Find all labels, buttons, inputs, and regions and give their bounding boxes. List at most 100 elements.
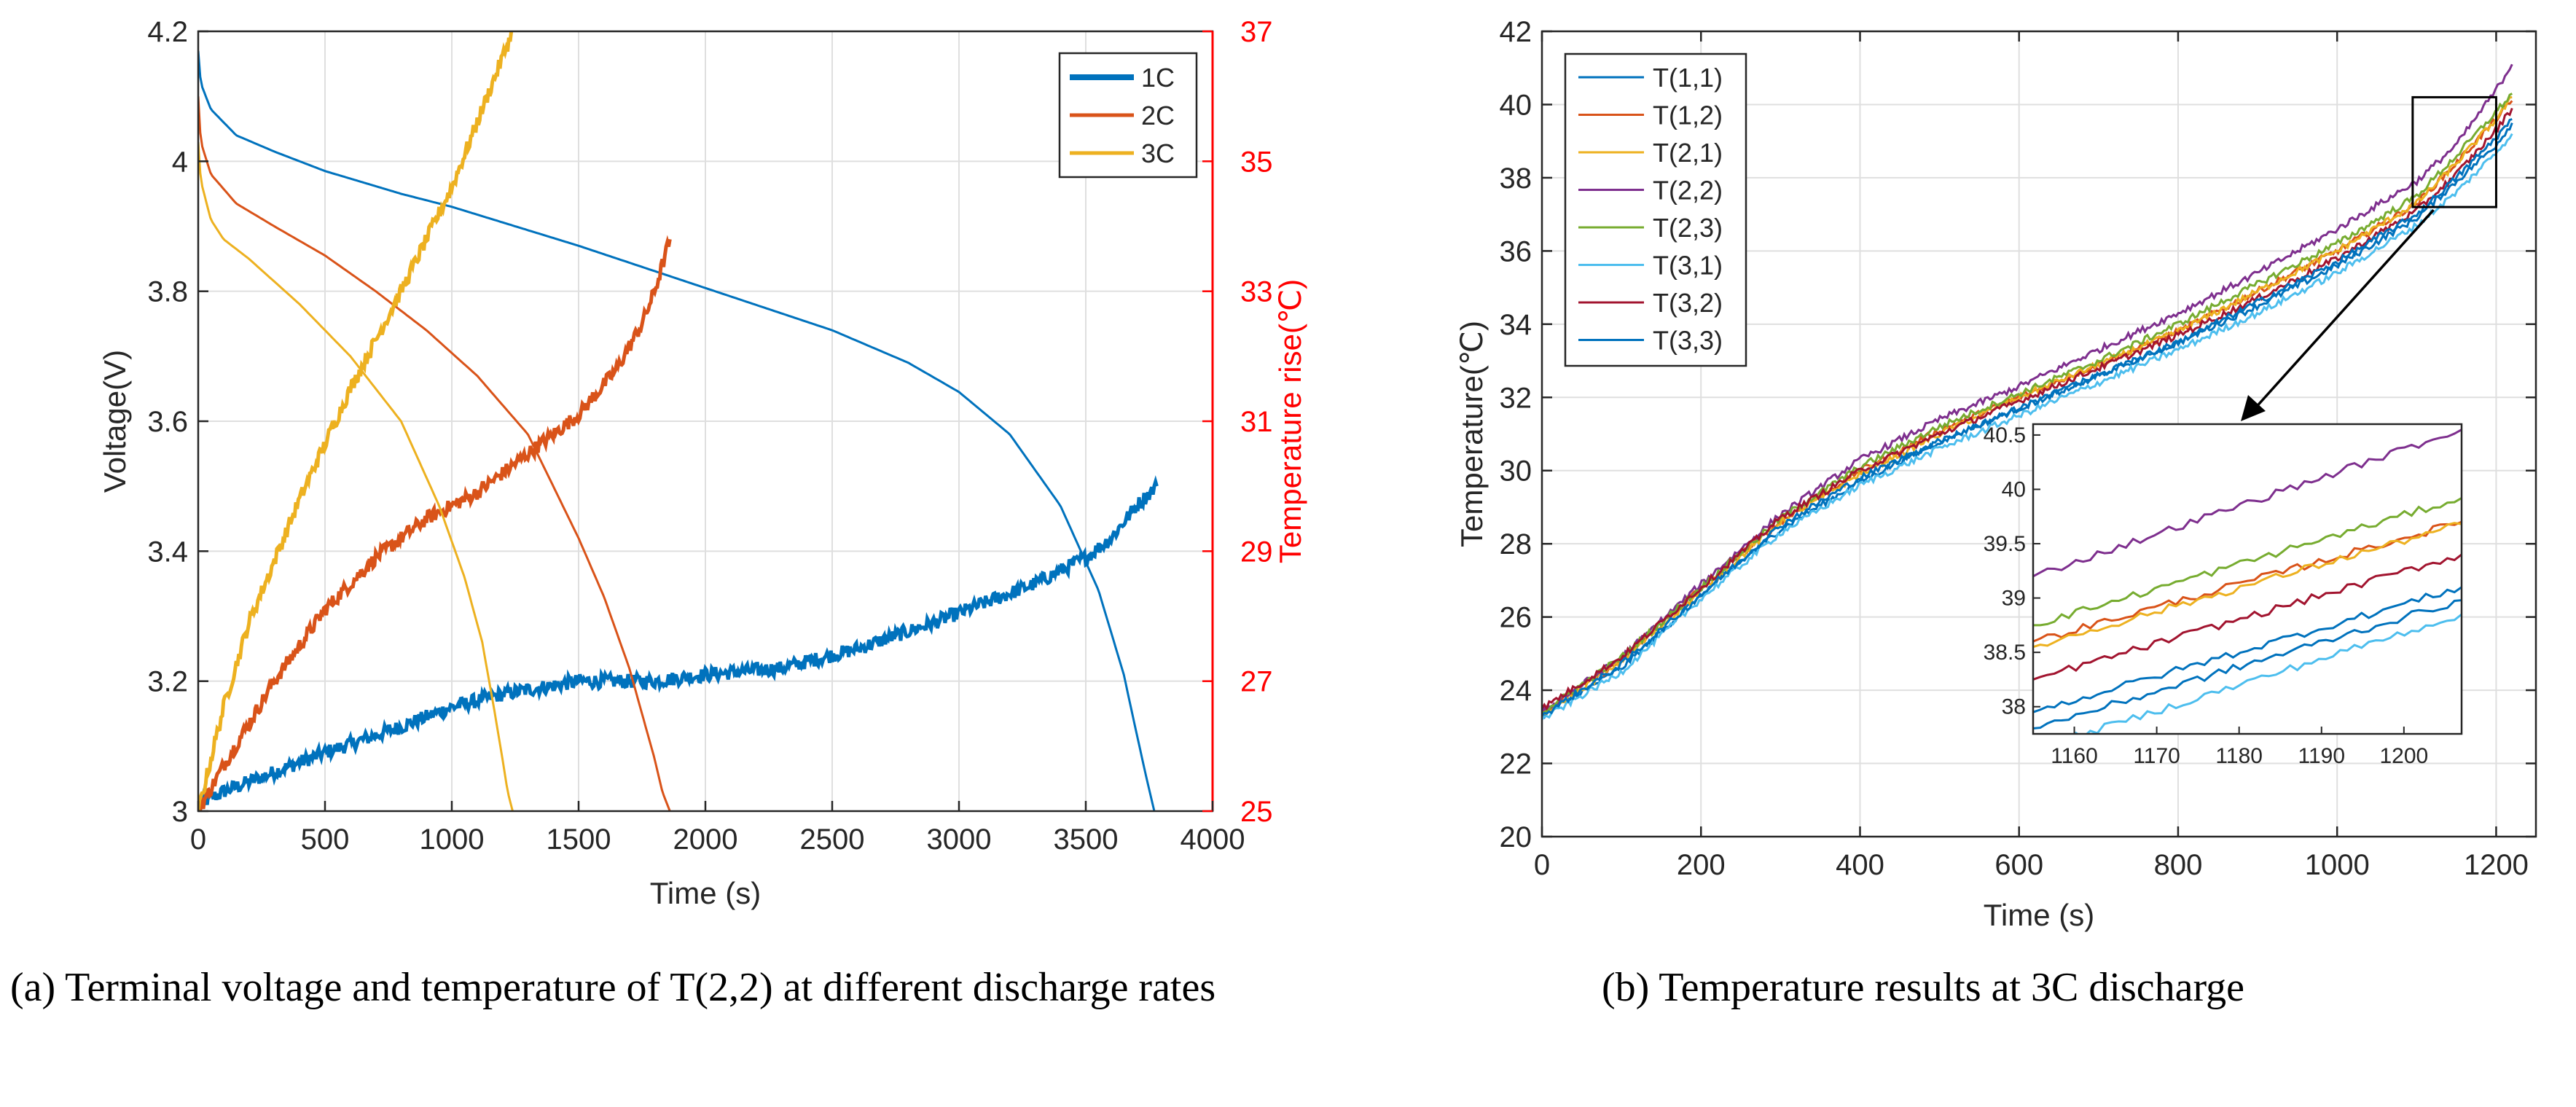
temperature-line-T23: [1542, 93, 2513, 714]
temperature-line-3C: [198, 31, 514, 811]
inset-line-T12: [2033, 520, 2462, 643]
legend-label: T(1,1): [1653, 63, 1723, 93]
series-group-b: [1542, 63, 2513, 721]
tick-label-y2: 27: [1240, 666, 1273, 698]
inset-tick-label-y: 39: [2002, 587, 2026, 611]
inset-line-T22: [2033, 429, 2462, 578]
legend-label: T(3,1): [1653, 251, 1723, 281]
tick-label-y: 22: [1500, 748, 1532, 781]
tick-label-y: 3.2: [147, 666, 188, 698]
legend-label: T(2,3): [1653, 213, 1723, 243]
tick-label-x: 1500: [547, 824, 611, 856]
tick-label-y: 42: [1500, 16, 1532, 48]
tick-label-y: 40: [1500, 89, 1532, 121]
tick-label-x: 800: [2154, 849, 2203, 881]
tick-label-y2: 29: [1240, 536, 1273, 568]
tick-label-x: 400: [1836, 849, 1884, 881]
tick-label-x: 200: [1677, 849, 1726, 881]
tick-label-x: 2500: [800, 824, 865, 856]
y-axis-label-a: Voltage(V): [98, 350, 132, 493]
zoom-box: [2411, 95, 2497, 208]
inset-line-T11: [2033, 586, 2462, 713]
tick-label-y2: 37: [1240, 16, 1273, 48]
temperature-line-1C: [198, 475, 1159, 811]
tick-label-y: 26: [1500, 602, 1532, 634]
inset-line-T23: [2033, 497, 2462, 627]
inset-line-T31: [2073, 613, 2462, 734]
tick-label-x: 0: [1534, 849, 1550, 881]
inset-tick-label-x: 1180: [2215, 744, 2263, 768]
tick-label-y: 32: [1500, 382, 1532, 414]
legend-label-3C: 3C: [1141, 138, 1175, 168]
tick-label-x: 2000: [673, 824, 738, 856]
legend-label-2C: 2C: [1141, 101, 1175, 130]
tick-label-x: 4000: [1181, 824, 1245, 856]
inset-line-T33: [2033, 599, 2462, 729]
tick-label-x: 500: [301, 824, 350, 856]
legend-b: [1564, 52, 1747, 367]
tick-label-x: 3000: [927, 824, 992, 856]
inset-axes-box: [2032, 423, 2463, 735]
caption-a: (a) Terminal voltage and temperature of …: [10, 965, 1216, 1010]
y-axis-label-b: Temperature(℃): [1455, 321, 1489, 547]
inset-tick-label-x: 1160: [2051, 744, 2098, 768]
inset-tick-label-y: 38.5: [1984, 641, 2026, 665]
tick-label-y: 30: [1500, 455, 1532, 488]
chart-panel-a: 0 500 1000 1500 2000 2500 3000 3500 4000 3 3.2 3.4 3…: [98, 16, 1307, 910]
tick-label-y: 3.4: [147, 536, 188, 568]
zoom-arrow-line: [2252, 208, 2435, 411]
tick-label-x: 3500: [1054, 824, 1119, 856]
tick-label-x: 600: [1994, 849, 2043, 881]
tick-label-y: 4.2: [147, 16, 188, 48]
inset-tick-label-y: 39.5: [1984, 532, 2026, 556]
tick-label-y: 28: [1500, 528, 1532, 560]
chart-panel-b: 0 200 400 600 800 1000 1200 20 22 24 26 28 30 32 34 36 3…: [1455, 16, 2537, 932]
tick-label-y2: 25: [1240, 796, 1273, 828]
inset-tick-label-x: 1170: [2133, 744, 2180, 768]
legend-label: T(3,2): [1653, 288, 1723, 318]
inset-series-group: [2033, 429, 2462, 734]
voltage-line-3C: [198, 141, 514, 811]
voltage-line-1C: [198, 50, 1156, 811]
inset-plot-area: [2033, 424, 2462, 734]
x-axis-label-b: Time (s): [1984, 898, 2094, 932]
inset-tick-label-y: 40: [2002, 477, 2026, 501]
tick-label-y: 20: [1500, 821, 1532, 853]
inset-tick-label-y: 38: [2002, 695, 2026, 719]
legend-label-1C: 1C: [1141, 63, 1175, 93]
tick-label-y: 36: [1500, 235, 1532, 267]
tick-label-y: 4: [172, 146, 188, 178]
legend-label: T(3,3): [1653, 326, 1723, 356]
tick-label-x: 1000: [2305, 849, 2370, 881]
tick-label-y2: 31: [1240, 406, 1273, 438]
tick-label-y2: 35: [1240, 146, 1273, 178]
tick-label-y: 3.8: [147, 276, 188, 308]
tick-label-y: 34: [1500, 309, 1532, 341]
inset-line-T21: [2033, 522, 2462, 649]
inset-line-T32: [2033, 553, 2462, 681]
voltage-line-2C: [198, 96, 671, 811]
temperature-line-T33: [1542, 118, 2513, 717]
legend-label: T(1,2): [1653, 101, 1723, 130]
tick-label-y2: 33: [1240, 276, 1273, 308]
x-axis-label-a: Time (s): [650, 876, 761, 910]
inset-tick-label-x: 1200: [2379, 744, 2428, 768]
caption-b: (b) Temperature results at 3C discharge: [1602, 965, 2244, 1010]
tick-label-x: 0: [190, 824, 206, 856]
tick-label-x: 1200: [2464, 849, 2529, 881]
tick-label-y: 38: [1500, 163, 1532, 195]
temperature-line-T31: [1542, 133, 2513, 721]
legend-label: T(2,2): [1653, 176, 1723, 206]
zoom-arrow-head: [2241, 395, 2266, 421]
series-group-a: [198, 31, 1159, 811]
y2-axis-label-a: Temperature rise(℃): [1273, 279, 1307, 563]
inset-tick-label-x: 1190: [2298, 744, 2346, 768]
inset-tick-label-y: 40.5: [1984, 423, 2026, 447]
tick-label-y: 3.6: [147, 406, 188, 438]
legend-label: T(2,1): [1653, 138, 1723, 168]
temperature-line-2C: [198, 235, 672, 811]
axes-box-b: [1540, 30, 2537, 838]
tick-label-y: 24: [1500, 675, 1532, 707]
tick-label-y: 3: [172, 796, 188, 828]
